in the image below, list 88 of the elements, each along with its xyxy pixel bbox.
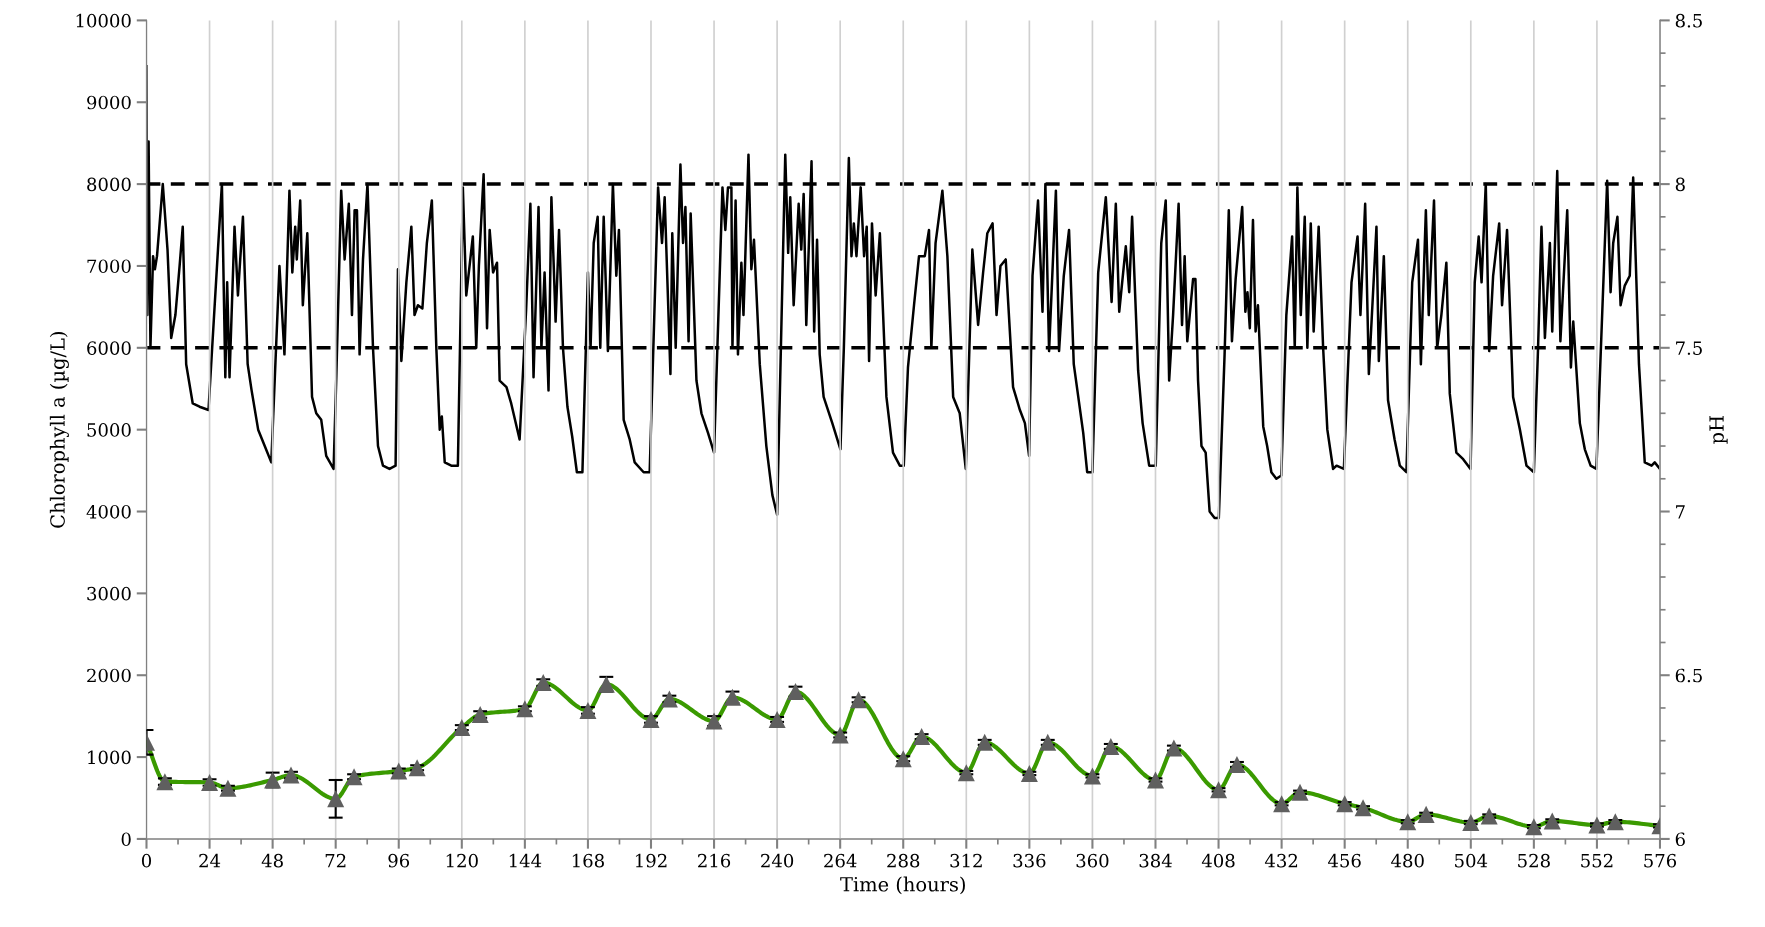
y-axis-title: Chlorophyll a (µg/L): [49, 332, 69, 528]
x-tick-label: 432: [1264, 853, 1298, 868]
point: [1480, 807, 1498, 825]
point: [327, 790, 345, 808]
x-tick-label: 528: [1518, 853, 1550, 868]
y-tick-label: 9000: [87, 95, 131, 110]
line-series: [146, 64, 1660, 520]
x-axis-title: Time (hours): [840, 876, 965, 895]
point: [894, 750, 912, 768]
point: [768, 710, 786, 728]
x-tick-label: 576: [1644, 853, 1677, 868]
point: [219, 779, 237, 797]
y2-tick-label: 7.5: [1676, 341, 1702, 355]
x-tick-label: 264: [824, 853, 857, 868]
point: [1102, 737, 1120, 755]
x-tick-label: 120: [446, 853, 478, 868]
x-tick-label: 96: [388, 853, 410, 868]
x-tick-label: 408: [1201, 853, 1235, 868]
point: [1336, 795, 1354, 813]
point: [850, 691, 868, 709]
point: [345, 768, 363, 786]
x-tick-label: 0: [141, 853, 152, 868]
point: [1273, 795, 1291, 813]
y2-tick-label: 8.5: [1675, 13, 1702, 28]
x-tick-label: 48: [261, 853, 283, 868]
point: [390, 762, 408, 780]
y-tick-label: 6000: [87, 341, 131, 355]
point: [831, 726, 849, 744]
point: [1399, 813, 1417, 831]
y-tick-label: 2000: [87, 668, 131, 683]
x-tick-label: 504: [1455, 853, 1488, 868]
point: [1165, 739, 1183, 757]
x-tick-label: 384: [1139, 853, 1172, 868]
point: [1417, 805, 1435, 823]
point: [156, 773, 174, 791]
x-tick-label: 360: [1076, 853, 1109, 868]
x-tick-label: 288: [887, 853, 920, 868]
point: [1291, 783, 1309, 801]
point: [1146, 771, 1164, 789]
point: [1543, 812, 1561, 830]
x-tick-label: 72: [325, 853, 346, 868]
point: [660, 690, 678, 708]
point: [913, 728, 931, 746]
y-tick-label: 1000: [88, 750, 131, 765]
y-tick-label: 0: [121, 832, 131, 847]
point: [1210, 781, 1228, 799]
point: [579, 701, 597, 719]
y-tick-label: 3000: [87, 586, 131, 601]
y-tick-label: 7000: [87, 259, 131, 274]
point: [1039, 733, 1057, 751]
y2-tick-label: 7: [1676, 505, 1685, 519]
point: [1083, 767, 1101, 785]
x-tick-label: 312: [950, 853, 982, 868]
point: [408, 759, 426, 777]
x-tick-label: 240: [761, 853, 794, 868]
point: [1588, 816, 1606, 834]
point: [201, 773, 219, 791]
y2-tick-label: 6.5: [1675, 668, 1702, 683]
x-tick-label: 552: [1581, 853, 1613, 868]
x-tick-label: 192: [635, 853, 667, 868]
point: [1228, 755, 1246, 773]
point: [1354, 799, 1372, 817]
y-tick-label: 4000: [86, 504, 131, 519]
point: [1525, 818, 1543, 836]
x-tick-label: 216: [698, 853, 731, 868]
x-tick-label: 24: [199, 853, 221, 868]
y-tick-label: 10000: [76, 13, 131, 28]
x-tick-label: 456: [1328, 853, 1361, 868]
point: [976, 733, 994, 751]
point: [1606, 813, 1624, 831]
x-tick-label: 480: [1391, 853, 1424, 868]
point: [642, 710, 660, 728]
point: [516, 700, 534, 718]
y-tick-label: 5000: [87, 423, 131, 437]
point: [1462, 814, 1480, 832]
point: [957, 764, 975, 782]
x-tick-label: 168: [572, 853, 604, 868]
y2-tick-label: 8: [1675, 177, 1685, 192]
point: [453, 719, 471, 737]
y-tick-label: 8000: [87, 177, 131, 192]
point: [1020, 764, 1038, 782]
y2-tick-label: 6: [1675, 832, 1685, 847]
x-tick-label: 144: [509, 853, 542, 868]
point: [282, 766, 300, 784]
point: [534, 674, 552, 692]
point: [471, 706, 489, 724]
y2-axis-title: pH: [1709, 416, 1728, 444]
x-tick-label: 336: [1013, 853, 1046, 868]
